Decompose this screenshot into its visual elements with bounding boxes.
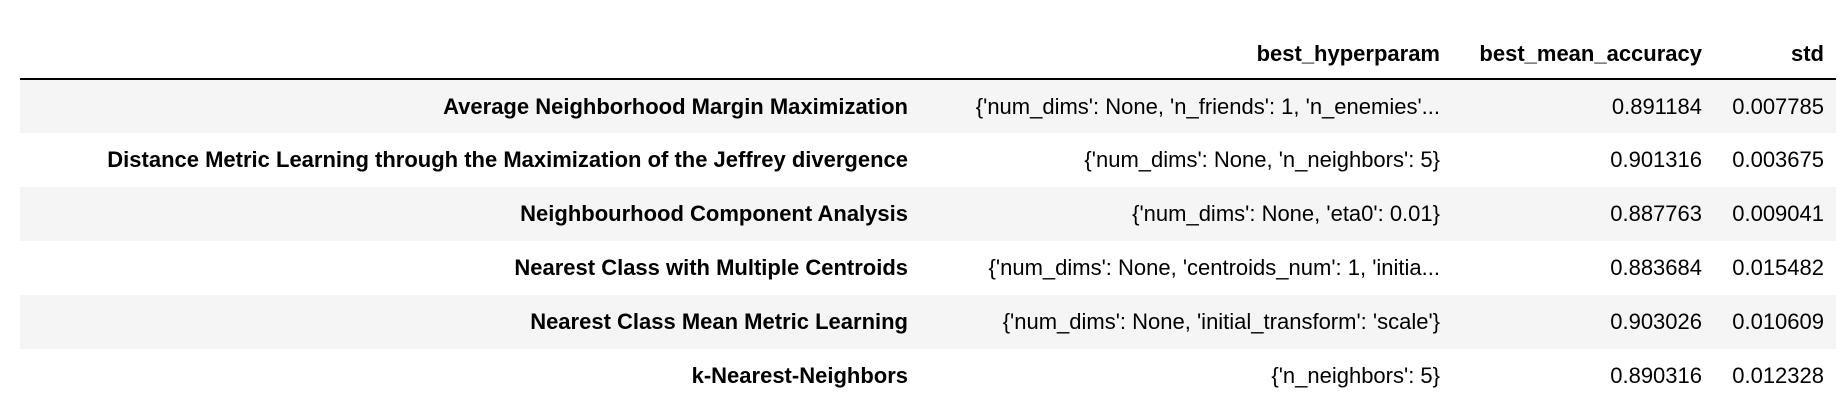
best-hyperparam-cell: {'num_dims': None, 'initial_transform': … — [1002, 309, 1440, 334]
best-mean-accuracy-cell: 0.887763 — [1610, 201, 1702, 226]
results-table: best_hyperparam best_mean_accuracy std A… — [20, 30, 1836, 403]
header-row: best_hyperparam best_mean_accuracy std — [20, 30, 1836, 80]
std-cell: 0.009041 — [1732, 201, 1824, 226]
dataframe-output: best_hyperparam best_mean_accuracy std A… — [20, 30, 1836, 403]
std-column-header: std — [1714, 30, 1836, 80]
table-header: best_hyperparam best_mean_accuracy std — [20, 30, 1836, 80]
std-cell: 0.012328 — [1732, 363, 1824, 388]
std-cell: 0.010609 — [1732, 309, 1824, 334]
row-index-label: Nearest Class with Multiple Centroids — [514, 255, 908, 280]
row-index-label: Distance Metric Learning through the Max… — [107, 147, 908, 172]
std-cell: 0.007785 — [1732, 93, 1824, 119]
best-mean-accuracy-cell: 0.890316 — [1610, 363, 1702, 388]
std-cell: 0.015482 — [1732, 255, 1824, 280]
best-mean-accuracy-cell: 0.883684 — [1610, 255, 1702, 280]
best-hyperparam-cell: {'num_dims': None, 'eta0': 0.01} — [1132, 201, 1440, 226]
table-row: Average Neighborhood Margin Maximization… — [20, 79, 1836, 133]
table-row: Distance Metric Learning through the Max… — [20, 133, 1836, 187]
row-index-label: k-Nearest-Neighbors — [691, 363, 908, 388]
best-hyperparam-cell: {'num_dims': None, 'n_neighbors': 5} — [1084, 147, 1440, 172]
best-mean-accuracy-cell: 0.901316 — [1610, 147, 1702, 172]
best-hyperparam-cell: {'num_dims': None, 'centroids_num': 1, '… — [988, 255, 1440, 280]
std-cell: 0.003675 — [1732, 147, 1824, 172]
best-mean-accuracy-cell: 0.903026 — [1610, 309, 1702, 334]
best-mean-accuracy-column-header: best_mean_accuracy — [1452, 30, 1714, 80]
best-hyperparam-cell: {'n_neighbors': 5} — [1271, 363, 1440, 388]
table-row: Neighbourhood Component Analysis {'num_d… — [20, 187, 1836, 241]
row-index-label: Nearest Class Mean Metric Learning — [530, 309, 908, 334]
index-column-header — [20, 30, 920, 80]
row-index-label: Neighbourhood Component Analysis — [520, 201, 908, 226]
table-row: Nearest Class with Multiple Centroids {'… — [20, 241, 1836, 295]
table-row: Nearest Class Mean Metric Learning {'num… — [20, 295, 1836, 349]
row-index-label: Average Neighborhood Margin Maximization — [443, 93, 908, 119]
table-row: k-Nearest-Neighbors {'n_neighbors': 5} 0… — [20, 349, 1836, 403]
table-body: Average Neighborhood Margin Maximization… — [20, 79, 1836, 403]
best-hyperparam-column-header: best_hyperparam — [920, 30, 1452, 80]
best-mean-accuracy-cell: 0.891184 — [1611, 93, 1702, 119]
best-hyperparam-cell: {'num_dims': None, 'n_friends': 1, 'n_en… — [975, 93, 1440, 119]
